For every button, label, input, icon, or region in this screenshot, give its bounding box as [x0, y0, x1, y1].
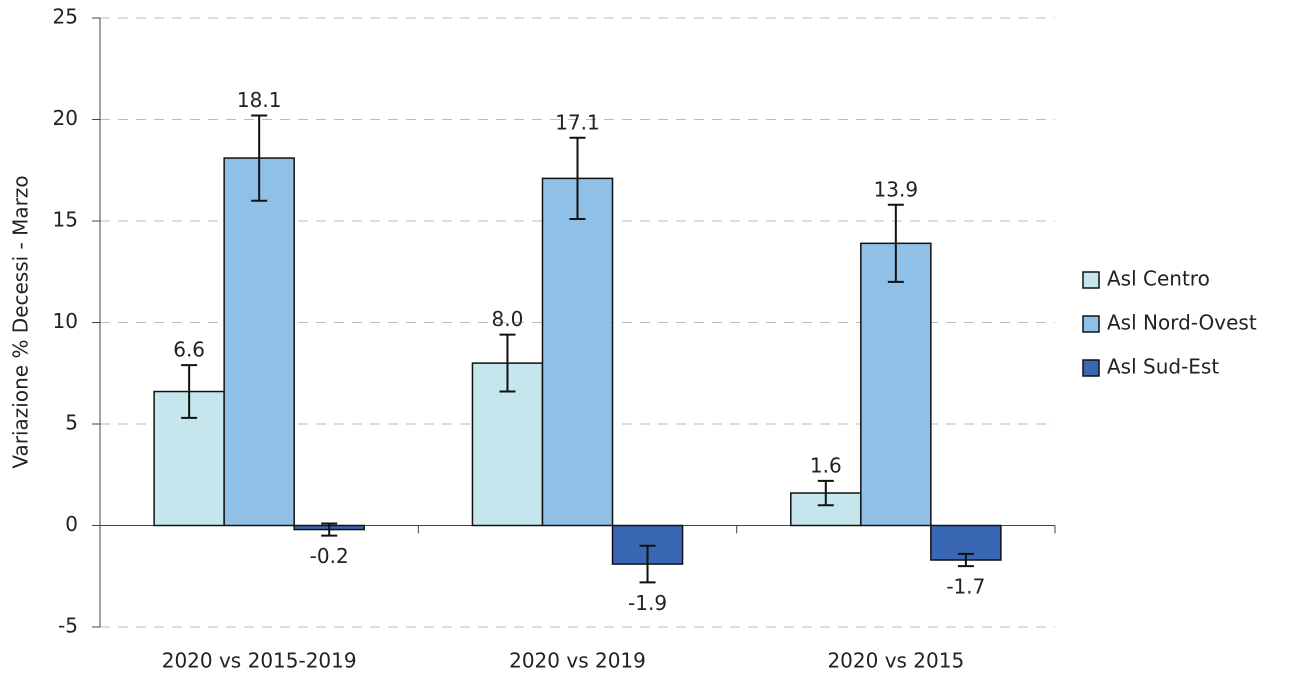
error-bar [321, 522, 338, 537]
legend-swatch [1082, 359, 1100, 377]
x-tick-label: 2020 vs 2015-2019 [162, 649, 357, 673]
bar [223, 157, 295, 527]
data-label: -0.2 [310, 544, 349, 568]
y-tick-label: 20 [53, 106, 78, 130]
data-label: 17.1 [555, 110, 600, 134]
data-label: 1.6 [810, 453, 842, 477]
data-label: 18.1 [237, 88, 282, 112]
data-label: 8.0 [492, 307, 524, 331]
error-bar [181, 364, 198, 419]
y-axis-label: Variazione % Decessi - Marzo [9, 175, 33, 468]
error-bar [957, 552, 974, 568]
x-tick-label: 2020 vs 2019 [509, 649, 646, 673]
legend-label: Asl Centro [1107, 267, 1210, 291]
y-tick-label: -5 [58, 614, 78, 638]
y-tick-label: 0 [65, 512, 78, 536]
error-bar [251, 114, 268, 202]
data-label: -1.9 [628, 591, 667, 615]
y-tick-label: 15 [53, 208, 78, 232]
legend-swatch [1082, 271, 1100, 289]
legend-label: Asl Nord-Ovest [1107, 311, 1257, 335]
error-bar [639, 544, 656, 584]
error-bar [499, 333, 516, 393]
legend-swatch [1082, 315, 1100, 333]
bar [860, 242, 932, 527]
legend-label: Asl Sud-Est [1107, 355, 1219, 379]
error-bar [887, 203, 904, 283]
y-tick-label: 5 [65, 411, 78, 435]
data-label: -1.7 [946, 575, 985, 599]
bar [541, 177, 614, 527]
error-bar [569, 136, 586, 220]
error-bar [817, 479, 834, 507]
x-tick-label: 2020 vs 2015 [827, 649, 964, 673]
data-label: 13.9 [874, 177, 919, 201]
y-tick-label: 25 [53, 5, 78, 29]
y-tick-label: 10 [53, 309, 78, 333]
data-label: 6.6 [173, 338, 205, 362]
